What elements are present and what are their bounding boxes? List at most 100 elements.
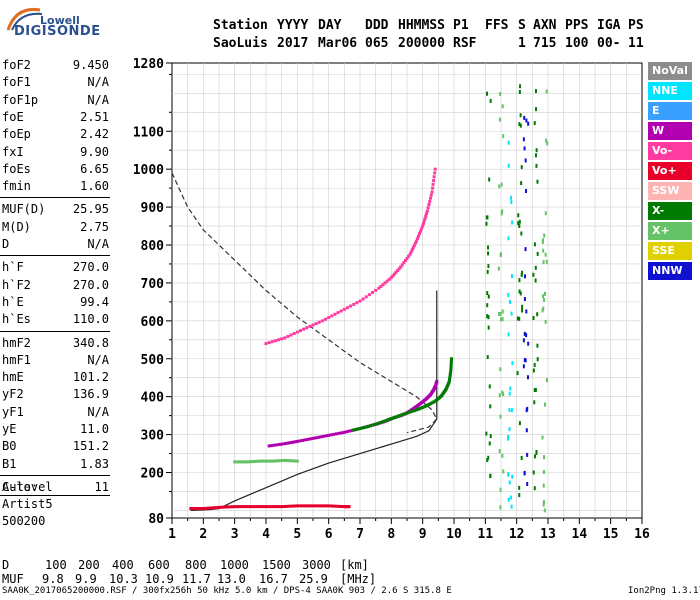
- trace-point: [293, 504, 297, 508]
- trace-point: [345, 306, 349, 310]
- noise-point: [545, 138, 548, 143]
- trace-point: [283, 458, 287, 462]
- trace-point: [364, 295, 368, 299]
- header-value-iga: 00-: [597, 36, 621, 51]
- noise-point: [501, 309, 504, 314]
- trace-point: [243, 505, 247, 509]
- noise-point: [541, 435, 544, 440]
- trace-point: [227, 505, 231, 509]
- trace-point: [422, 219, 426, 223]
- trace-point: [260, 459, 264, 463]
- header-value-axn: 715: [533, 36, 557, 51]
- noise-point: [522, 137, 525, 142]
- header-label-pps: PPS: [565, 18, 589, 33]
- trace-point: [385, 418, 389, 422]
- trace-point: [324, 434, 328, 438]
- y-tick-label: 1280: [133, 57, 164, 72]
- trace-point: [399, 265, 403, 269]
- y-tick-label: 800: [141, 239, 165, 254]
- noise-point: [534, 265, 537, 270]
- trace-point: [316, 435, 320, 439]
- y-tick-label: 900: [141, 201, 165, 216]
- legend-item: Vo+: [648, 162, 692, 180]
- noise-point: [487, 315, 490, 320]
- param-value: 2.42: [80, 127, 109, 142]
- trace-point: [251, 460, 255, 464]
- trace-point: [432, 400, 436, 404]
- noise-point: [499, 487, 502, 492]
- trace-point: [448, 372, 452, 376]
- x-tick-label: 8: [387, 527, 395, 542]
- trace-point: [409, 250, 413, 254]
- noise-point: [524, 247, 527, 252]
- noise-point: [502, 134, 505, 139]
- trace-point: [425, 211, 429, 215]
- header-value-pps: 100: [565, 36, 589, 51]
- param-value: N/A: [87, 92, 109, 107]
- param-value: N/A: [87, 75, 109, 90]
- trace-point: [381, 283, 385, 287]
- param-row: hmF1 N/A: [2, 353, 109, 369]
- noise-point: [499, 414, 502, 419]
- trace-point: [396, 414, 400, 418]
- trace-point: [397, 267, 401, 271]
- noise-point: [533, 388, 536, 393]
- trace-point: [407, 254, 411, 258]
- noise-point: [510, 408, 513, 413]
- noise-point: [536, 251, 539, 256]
- noise-point: [542, 483, 545, 488]
- param-value: 11: [94, 479, 109, 494]
- trace-point: [282, 504, 286, 508]
- trace-point: [306, 437, 310, 441]
- noise-point: [489, 434, 492, 439]
- y-tick-label: 500: [141, 353, 165, 368]
- noise-point: [534, 89, 537, 94]
- param-row: h`Es 110.0: [2, 312, 109, 328]
- noise-point: [507, 497, 510, 502]
- param-name: foEp: [2, 127, 31, 142]
- noise-point: [533, 486, 536, 491]
- noise-point: [519, 113, 522, 118]
- trace-point: [432, 175, 436, 179]
- trace-point: [235, 460, 239, 464]
- trace-point: [392, 272, 396, 276]
- param-name: h`Es: [2, 312, 31, 327]
- trace-point: [352, 302, 356, 306]
- noise-point: [542, 248, 545, 253]
- trace-point: [298, 329, 302, 333]
- noise-point: [523, 297, 526, 302]
- y-tick-label: 200: [141, 467, 165, 482]
- noise-point: [500, 182, 503, 187]
- trace-point: [258, 459, 262, 463]
- trace-point: [308, 324, 312, 328]
- param-row: hmE 101.2: [2, 370, 109, 386]
- x-tick-label: 16: [634, 527, 650, 542]
- trace-point: [371, 291, 375, 295]
- trace-point: [267, 505, 271, 509]
- param-name: C-level: [2, 479, 53, 494]
- trace-point: [314, 504, 318, 508]
- trace-point: [425, 403, 429, 407]
- x-tick-label: 4: [262, 527, 270, 542]
- trace-point: [268, 459, 272, 463]
- param-value: 340.8: [72, 335, 109, 350]
- trace-point: [245, 460, 249, 464]
- header-value-p1: RSF: [453, 36, 477, 51]
- trace-point: [324, 504, 328, 508]
- noise-point: [518, 289, 521, 294]
- legend-item: NoVal: [648, 62, 692, 80]
- trace-point: [220, 505, 224, 509]
- trace-point: [289, 459, 293, 463]
- trace-point: [319, 435, 323, 439]
- muf-value: 9.9: [75, 572, 97, 586]
- trace-point: [416, 407, 420, 411]
- noise-point: [536, 179, 539, 184]
- trace-point: [337, 431, 341, 435]
- param-row: foEp 2.42: [2, 127, 109, 143]
- trace-point: [286, 334, 290, 338]
- trace-point: [311, 436, 315, 440]
- trace-point: [340, 431, 344, 435]
- trace-point: [324, 317, 328, 321]
- param-name: foF1: [2, 75, 31, 90]
- x-tick-label: 5: [293, 527, 301, 542]
